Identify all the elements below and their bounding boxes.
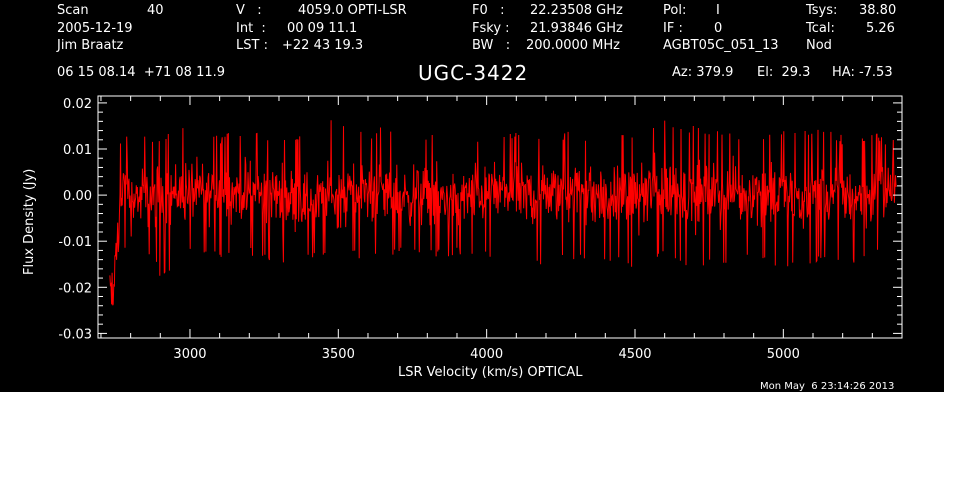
bw-label: BW : [472,38,511,53]
axes-frame [97,95,903,339]
y-tick-label: -0.02 [58,281,92,296]
if-label: IF : [663,21,683,36]
pol-value: I [716,3,720,18]
tsys-label: Tsys: [806,3,838,18]
ha-text: HA: -7.53 [832,65,893,80]
int-label: Int : [236,21,266,36]
scan-label: Scan [57,3,89,18]
tsys-value: 38.80 [859,3,897,18]
pol-label: Pol: [663,3,687,18]
ticks-group [98,96,903,338]
tcal-value: 5.26 [866,21,895,36]
tcal-label: Tcal: [806,21,835,36]
y-axis-label: Flux Density (Jy) [22,168,37,275]
x-tick-label: 4500 [618,347,651,362]
plot-window: 3000 3500 4000 4500 5000 0.02 0.01 0.00 -0.01 -0.… [0,0,944,392]
y-tick-label: -0.01 [58,235,92,250]
y-tick-label: 0.00 [63,189,92,204]
x-tick-label: 3500 [322,347,355,362]
f0-value: 22.23508 GHz [530,3,623,18]
int-value: 00 09 11.1 [287,21,358,36]
bw-value: 200.0000 MHz [526,38,620,53]
velocity-label: V : [236,3,262,18]
fsky-value: 21.93846 GHz [530,21,623,36]
date-text: 2005-12-19 [57,21,133,36]
timestamp-text: Mon May 6 23:14:26 2013 [760,381,895,392]
x-axis-label: LSR Velocity (km/s) OPTICAL [398,365,583,380]
series-group [109,120,897,306]
x-tick-label: 3000 [173,347,206,362]
y-tick-label: 0.02 [63,97,92,112]
y-tick-label: 0.01 [63,143,92,158]
lst-label: LST : [236,38,268,53]
lst-value: +22 43 19.3 [282,38,364,53]
az-text: Az: 379.9 [672,65,734,80]
spectrum-chart: 3000 3500 4000 4500 5000 0.02 0.01 0.00 -0.01 -0.… [58,95,903,362]
observer-text: Jim Braatz [57,38,124,53]
source-title: UGC-3422 [418,61,529,85]
el-text: El: 29.3 [757,65,811,80]
velocity-value: 4059.0 OPTI-LSR [298,3,407,18]
y-tick-label: -0.03 [58,327,92,342]
f0-label: F0 : [472,3,505,18]
project-text: AGBT05C_051_13 [663,38,779,53]
x-tick-label: 4000 [470,347,503,362]
x-tick-label: 5000 [767,347,800,362]
fsky-label: Fsky : [472,21,510,36]
labels-group: 3000 3500 4000 4500 5000 0.02 0.01 0.00 -0.01 -0.… [58,97,800,362]
coords-text: 06 15 08.14 +71 08 11.9 [57,65,226,80]
scan-value: 40 [147,3,164,18]
mode-text: Nod [806,38,832,53]
spectrum-series-line [109,120,897,306]
if-value: 0 [714,21,723,36]
